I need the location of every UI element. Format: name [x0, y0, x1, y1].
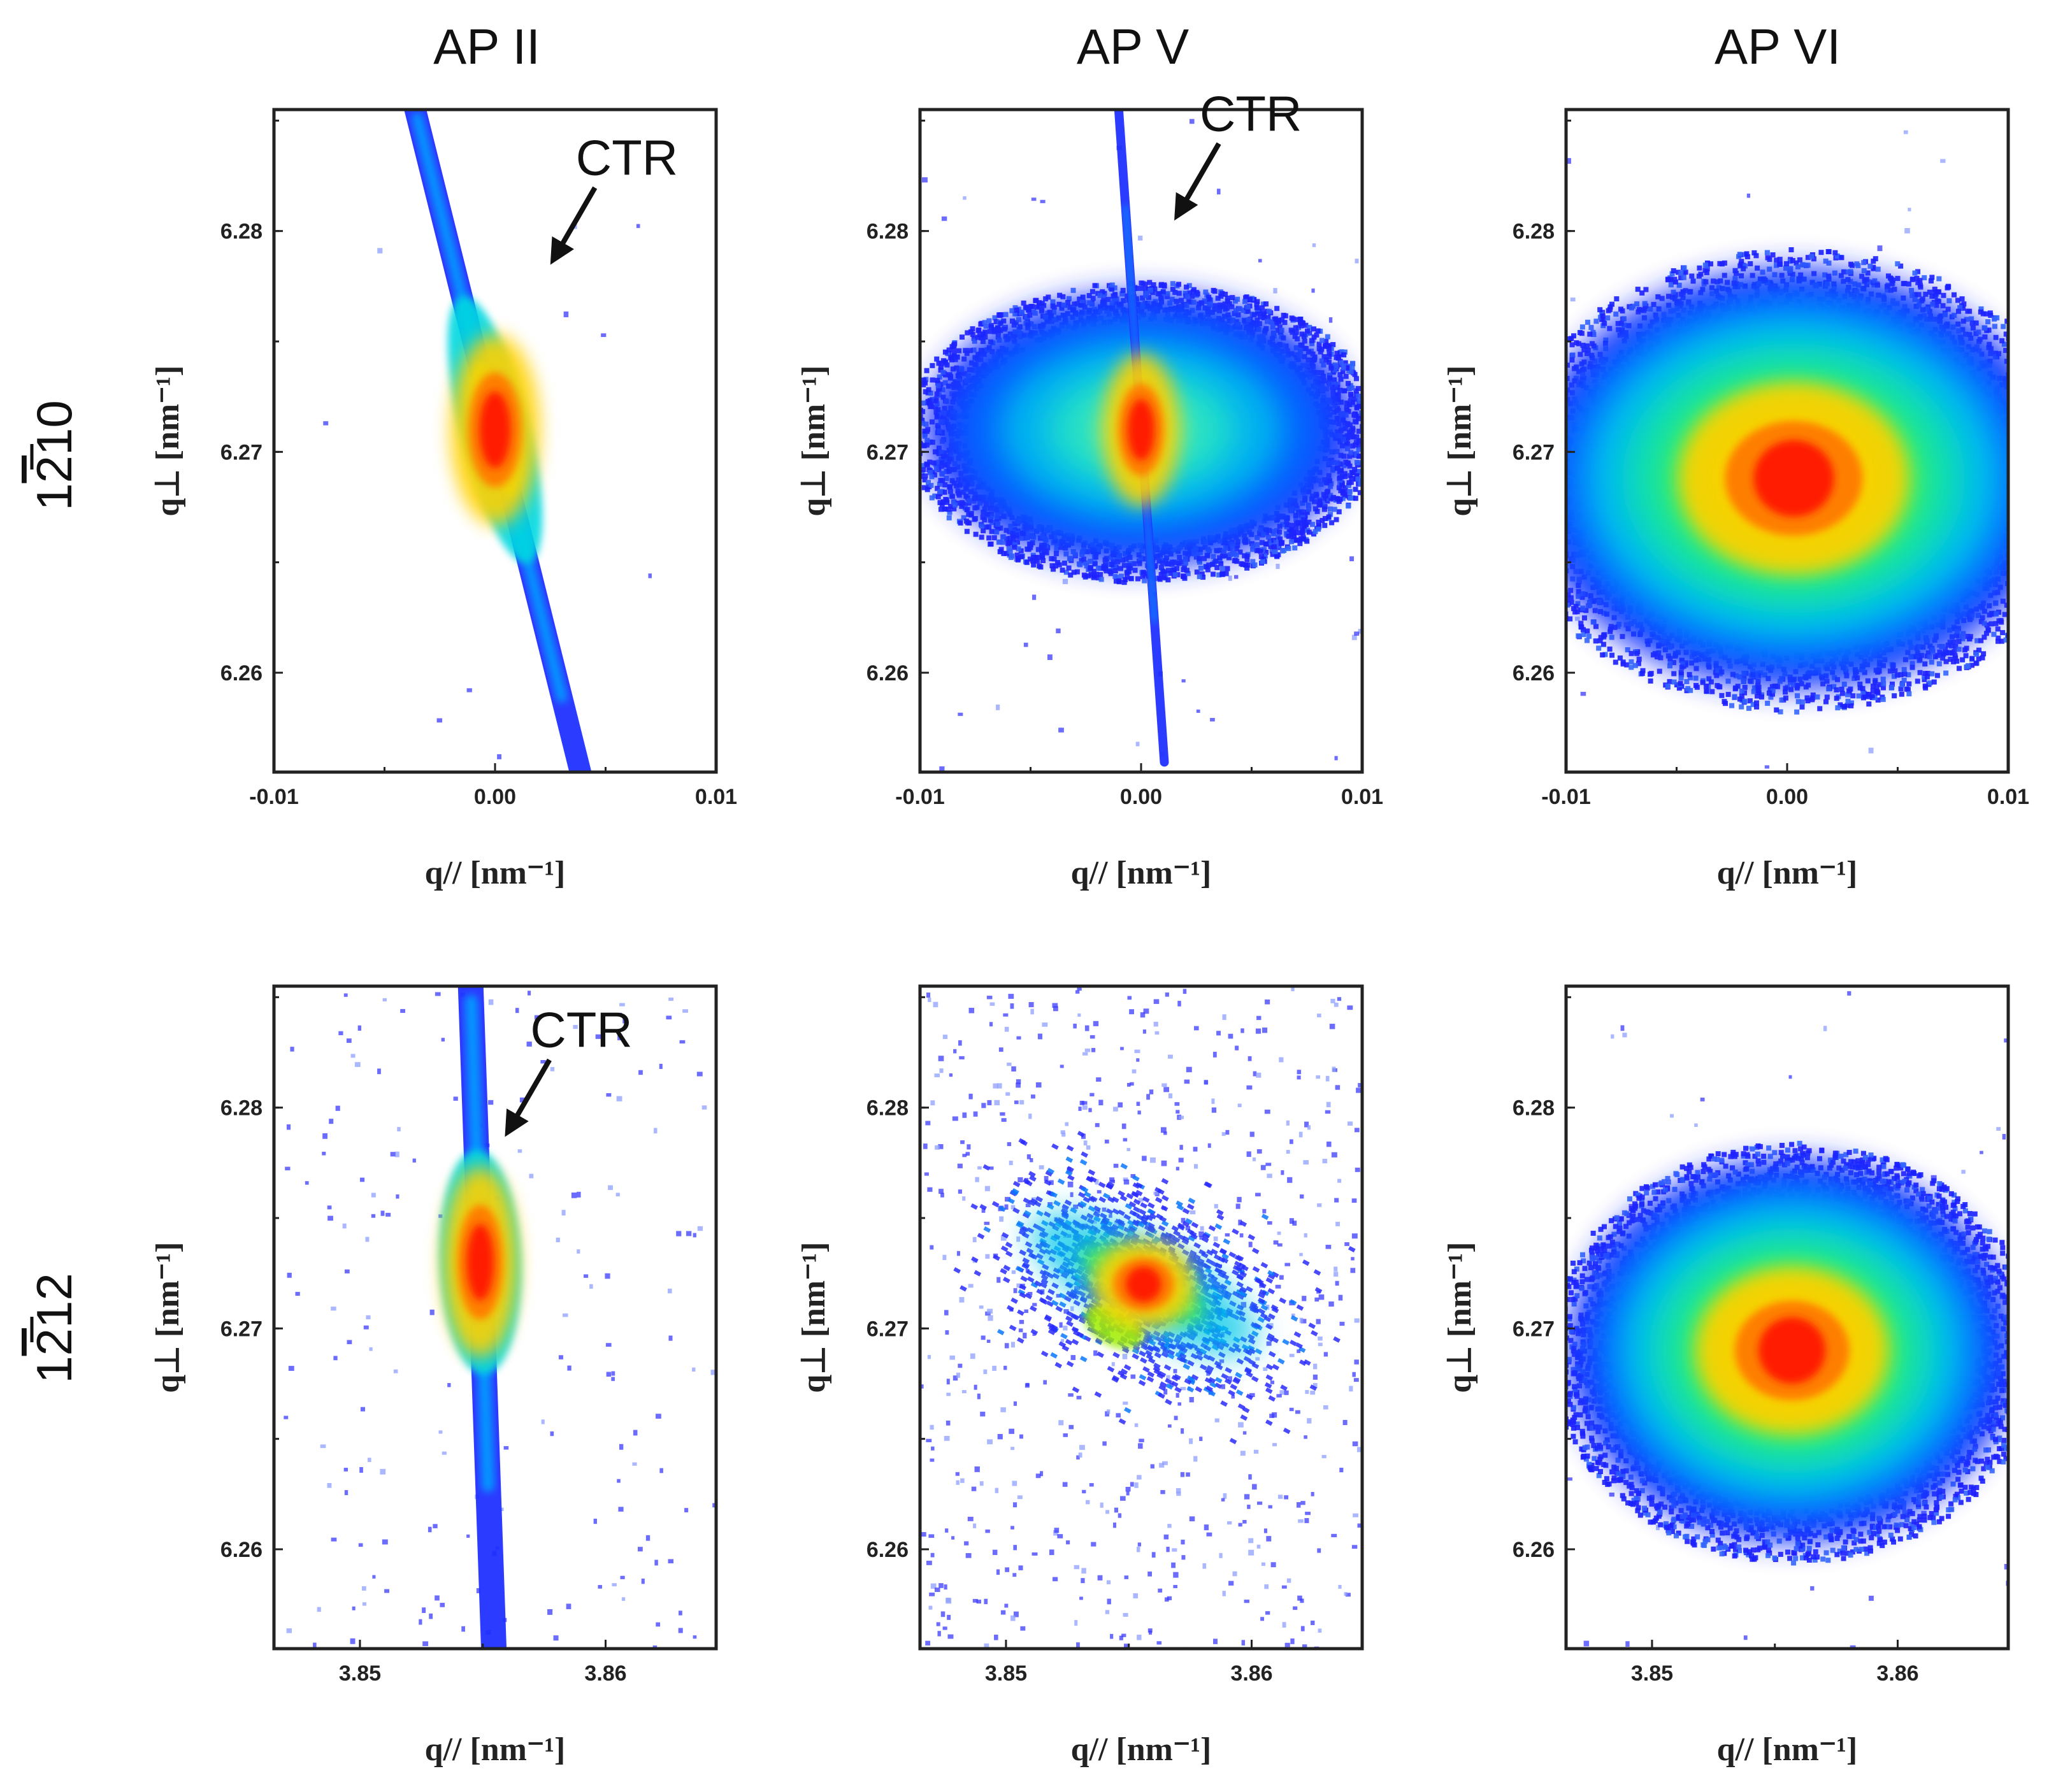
bragg-peak — [1092, 1240, 1195, 1329]
y-tick-label: 6.27 — [866, 1317, 909, 1341]
row-label-1-212-suffix: 12 — [26, 1273, 82, 1328]
bragg-peak — [1103, 353, 1179, 506]
x-axis-label: q// [nm⁻¹] — [1717, 855, 1858, 891]
column-title-ap-v: AP V — [1077, 18, 1189, 75]
y-tick-label: 6.28 — [220, 220, 262, 244]
x-axis-label: q// [nm⁻¹] — [1717, 1731, 1858, 1768]
svg-text:1210: 1210 — [26, 400, 82, 511]
ctr-annotation: CTR — [576, 130, 678, 186]
ctr-arrow — [550, 186, 598, 265]
x-axis-label: q// [nm⁻¹] — [1071, 1731, 1212, 1768]
x-axis-label: q// [nm⁻¹] — [425, 855, 566, 891]
y-tick-label: 6.28 — [220, 1096, 262, 1121]
bragg-peak — [1696, 1268, 1888, 1433]
panel-r0c1: -0.01 0.00 0.01 6.26 6.27 6.28 q// [nm⁻¹] q⊥ [n… — [796, 85, 1383, 891]
row-label-1-210: 1210 — [26, 400, 82, 511]
y-tick-label: 6.28 — [1513, 220, 1555, 244]
ctr-arrow — [505, 1058, 552, 1137]
row-label-1-210-suffix: 10 — [26, 400, 82, 455]
y-axis-label: q⊥ [nm⁻¹] — [796, 365, 832, 516]
panel-r1c0: 3.85 3.86 6.26 6.27 6.28 q// [nm⁻¹] q⊥ [nm⁻¹] C… — [150, 984, 718, 1768]
x-tick-label: 0.00 — [1120, 785, 1162, 809]
y-tick-label: 6.26 — [220, 1538, 262, 1562]
y-axis-label: q⊥ [nm⁻¹] — [150, 365, 186, 516]
y-tick-label: 6.27 — [866, 440, 909, 464]
plot-frame — [918, 984, 1364, 1651]
bragg-peak — [450, 334, 540, 526]
row-label-1-212-prefix: 1 — [26, 1356, 82, 1383]
x-tick-label: 0.00 — [474, 785, 516, 809]
x-tick-label: -0.01 — [249, 785, 299, 809]
ctr-annotation: CTR — [1200, 85, 1302, 141]
heatmap-area — [920, 110, 1362, 772]
x-tick-label: 0.01 — [695, 785, 737, 809]
y-tick-label: 6.26 — [220, 661, 262, 685]
heatmap-area — [1566, 130, 2008, 772]
x-tick-label: -0.01 — [1541, 785, 1591, 809]
ctr-arrow — [1174, 142, 1221, 221]
panel-r0c2: -0.01 0.00 0.01 6.26 6.27 6.28 q// [nm⁻¹] q⊥ [n… — [1442, 108, 2029, 891]
heatmap-area — [284, 986, 716, 1649]
x-tick-label: 3.86 — [1230, 1661, 1272, 1686]
row-label-1-212-bar-digit: 2 — [26, 1328, 82, 1356]
y-axis-label: q⊥ [nm⁻¹] — [1442, 365, 1478, 516]
y-axis-label: q⊥ [nm⁻¹] — [1442, 1242, 1478, 1393]
x-tick-label: 3.86 — [1876, 1661, 1918, 1686]
y-tick-label: 6.27 — [1513, 1317, 1555, 1341]
row-label-1-210-bar-digit: 2 — [26, 455, 82, 483]
column-title-ap-vi: AP VI — [1715, 18, 1841, 75]
x-axis-label: q// [nm⁻¹] — [1071, 855, 1212, 891]
panel-r0c0: -0.01 0.00 0.01 6.26 6.27 6.28 q// [nm⁻¹] q⊥ [n… — [150, 108, 737, 891]
y-axis-label: q⊥ [nm⁻¹] — [150, 1242, 186, 1393]
y-tick-label: 6.27 — [220, 1317, 262, 1341]
y-tick-label: 6.28 — [866, 1096, 909, 1121]
y-tick-label: 6.26 — [1513, 661, 1555, 685]
x-tick-label: 3.86 — [584, 1661, 626, 1686]
x-tick-label: 3.85 — [339, 1661, 381, 1686]
y-tick-label: 6.26 — [866, 1538, 909, 1562]
x-axis-label: q// [nm⁻¹] — [425, 1731, 566, 1768]
heatmap-area — [1566, 991, 2008, 1649]
y-tick-label: 6.26 — [866, 661, 909, 685]
y-tick-label: 6.27 — [1513, 440, 1555, 464]
x-tick-label: 0.01 — [1341, 785, 1383, 809]
y-tick-label: 6.28 — [866, 220, 909, 244]
row-label-1-210-prefix: 1 — [26, 483, 82, 510]
diffuse-scattering — [920, 280, 1362, 585]
heatmap-area — [920, 986, 1362, 1649]
y-axis-label: q⊥ [nm⁻¹] — [796, 1242, 832, 1393]
y-tick-label: 6.26 — [1513, 1538, 1555, 1562]
row-label-1-212: 1212 — [26, 1273, 82, 1384]
plot-frame — [1564, 984, 2010, 1651]
panel-r1c2: 3.85 3.86 6.26 6.27 6.28 q// [nm⁻¹] q⊥ [nm⁻¹] — [1442, 984, 2010, 1768]
panel-r1c1: 3.85 3.86 6.26 6.27 6.28 q// [nm⁻¹] q⊥ [nm⁻¹] — [796, 984, 1364, 1768]
bragg-peak — [1679, 382, 1909, 574]
y-tick-label: 6.27 — [220, 440, 262, 464]
x-tick-label: 3.85 — [1631, 1661, 1673, 1686]
column-title-ap-ii: AP II — [433, 18, 540, 75]
ctr-annotation: CTR — [530, 1002, 632, 1058]
panel-grid: -0.01 0.00 0.01 6.26 6.27 6.28 q// [nm⁻¹] q⊥ [n… — [150, 85, 2029, 1768]
x-tick-label: 0.01 — [1987, 785, 2029, 809]
plot-frame — [272, 984, 718, 1651]
heatmap-area — [323, 110, 652, 772]
x-tick-label: 3.85 — [985, 1661, 1027, 1686]
svg-text:1212: 1212 — [26, 1273, 82, 1384]
x-tick-label: -0.01 — [895, 785, 945, 809]
x-tick-label: 0.00 — [1766, 785, 1808, 809]
bragg-peak — [442, 1166, 519, 1358]
y-tick-label: 6.28 — [1513, 1096, 1555, 1121]
